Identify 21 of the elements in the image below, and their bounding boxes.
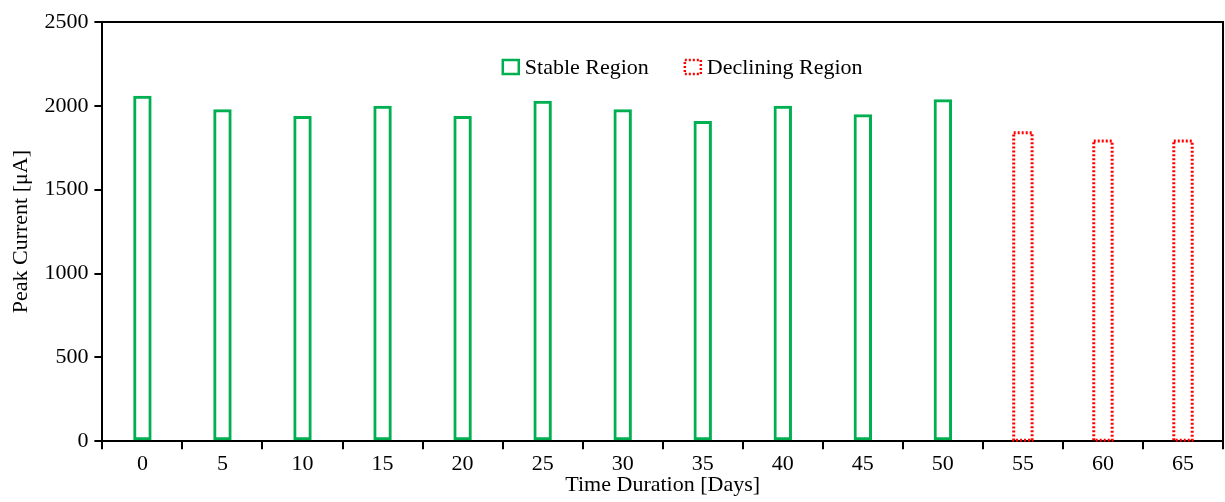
- legend-label: Declining Region: [706, 53, 863, 79]
- x-tick-label: 0: [136, 450, 148, 476]
- y-axis-title: Peak Current [μA]: [6, 149, 32, 314]
- y-tick-label: 500: [55, 343, 89, 369]
- y-tick-label: 2000: [44, 91, 89, 117]
- x-tick-label: 10: [291, 450, 314, 476]
- y-tick-label: 0: [77, 426, 89, 452]
- x-tick-label: 15: [371, 450, 394, 476]
- x-tick-label: 20: [451, 450, 474, 476]
- x-tick-label: 65: [1171, 450, 1194, 476]
- x-tick-label: 50: [931, 450, 954, 476]
- legend-label: Stable Region: [524, 53, 649, 79]
- y-tick-label: 2500: [44, 7, 89, 33]
- x-tick-label: 5: [216, 450, 228, 476]
- x-tick-label: 40: [771, 450, 794, 476]
- x-tick-label: 55: [1011, 450, 1034, 476]
- x-tick-label: 60: [1091, 450, 1114, 476]
- x-tick-label: 45: [851, 450, 874, 476]
- y-tick-label: 1000: [44, 259, 89, 285]
- y-tick-label: 1500: [44, 175, 89, 201]
- x-tick-label: 25: [531, 450, 554, 476]
